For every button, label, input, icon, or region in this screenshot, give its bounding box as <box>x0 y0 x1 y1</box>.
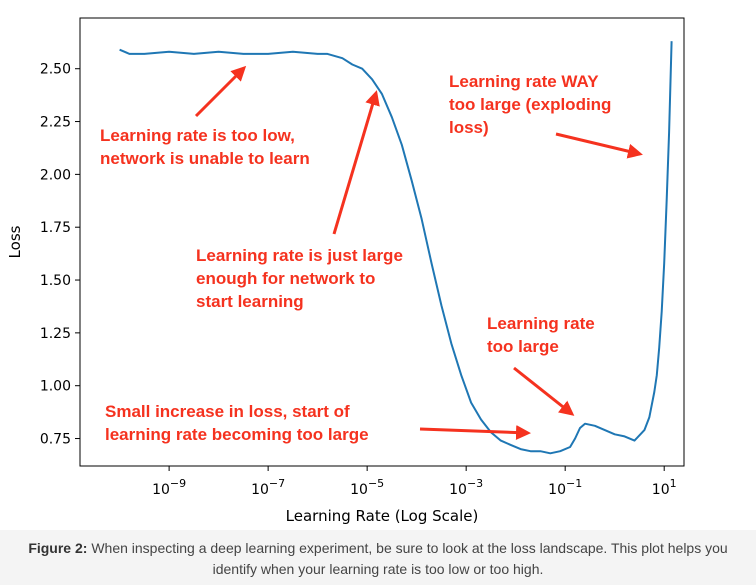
annotation-small-increase: Small increase in loss, start of learnin… <box>105 400 369 446</box>
x-tick-label: 10−3 <box>449 477 483 498</box>
y-axis-label: Loss <box>6 225 24 258</box>
x-axis-label: Learning Rate (Log Scale) <box>286 507 479 525</box>
figure-caption: Figure 2: When inspecting a deep learnin… <box>0 530 756 585</box>
y-tick-label: 2.00 <box>40 167 71 183</box>
annotation-way-too-large: Learning rate WAY too large (exploding l… <box>449 70 611 139</box>
caption-label: Figure 2: <box>28 540 87 556</box>
y-tick-label: 1.25 <box>40 326 71 342</box>
x-tick-label: 101 <box>652 477 677 498</box>
x-tick-label: 10−7 <box>251 477 285 498</box>
y-tick-label: 1.50 <box>40 273 71 289</box>
annotation-just-large: Learning rate is just large enough for n… <box>196 244 403 313</box>
y-tick-label: 1.75 <box>40 220 71 236</box>
x-tick-label: 10−1 <box>548 477 582 498</box>
x-tick-label: 10−9 <box>152 477 186 498</box>
y-tick-label: 1.00 <box>40 379 71 395</box>
y-tick-label: 2.50 <box>40 62 71 78</box>
annotation-too-large: Learning rate too large <box>487 312 595 358</box>
x-tick-label: 10−5 <box>350 477 384 498</box>
y-tick-label: 0.75 <box>40 432 71 448</box>
y-tick-label: 2.25 <box>40 115 71 131</box>
caption-text: When inspecting a deep learning experime… <box>87 540 727 577</box>
annotation-too-low: Learning rate is too low, network is una… <box>100 124 310 170</box>
